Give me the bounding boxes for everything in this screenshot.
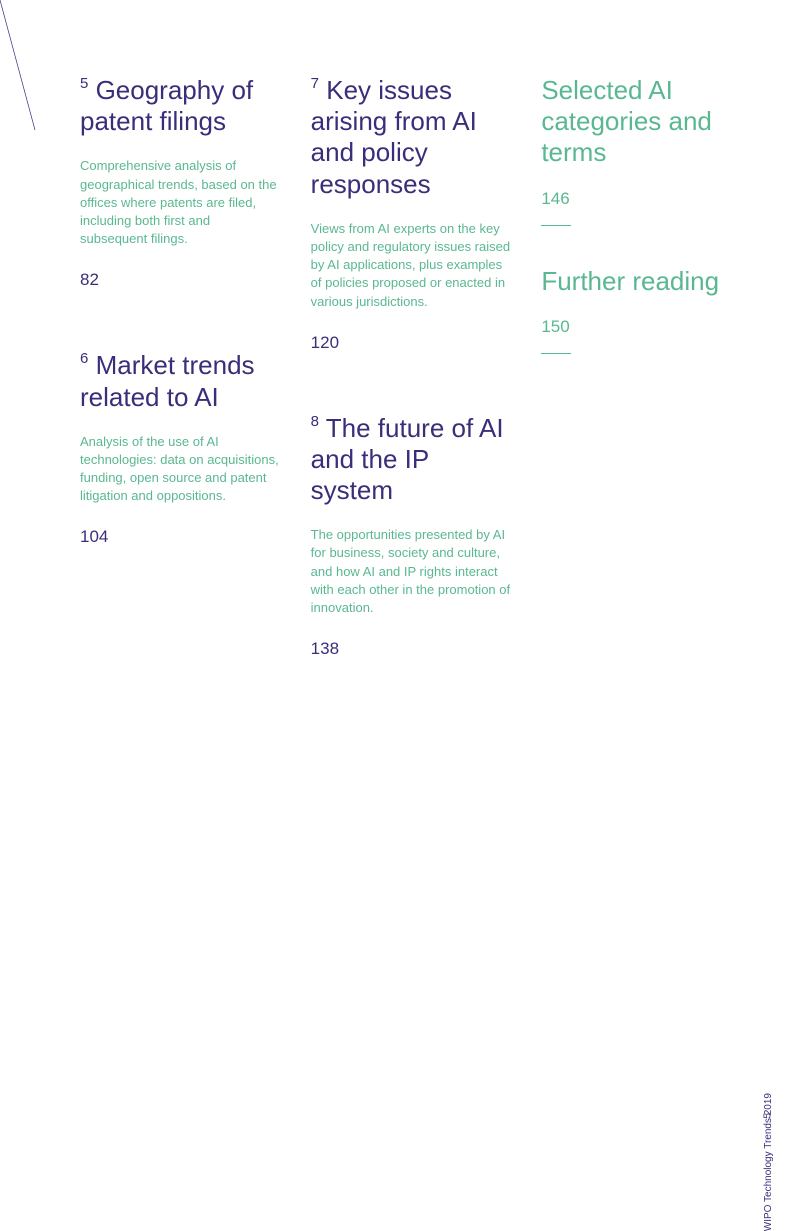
entry-title: 8 The future of AI and the IP system — [311, 413, 512, 507]
entry-page: 120 — [311, 333, 512, 353]
entry-title-text: The future of AI and the IP system — [311, 413, 504, 505]
entry-number: 7 — [311, 75, 319, 92]
entry-desc: Views from AI experts on the key policy … — [311, 220, 512, 311]
entry-page: 138 — [311, 639, 512, 659]
toc-column-1: 5 Geography of patent filings Comprehens… — [80, 75, 281, 719]
toc-entry-7: 7 Key issues arising from AI and policy … — [311, 75, 512, 353]
entry-title: Selected AI categories and terms — [541, 75, 742, 169]
entry-title-text: Further reading — [541, 266, 719, 296]
entry-number: 6 — [80, 350, 88, 367]
entry-page: 150 — [541, 317, 742, 337]
entry-title: Further reading — [541, 266, 742, 297]
entry-title-text: Selected AI categories and terms — [541, 75, 712, 167]
entry-title: 5 Geography of patent filings — [80, 75, 281, 137]
entry-number: 8 — [311, 413, 319, 430]
toc-entry-5: 5 Geography of patent filings Comprehens… — [80, 75, 281, 290]
toc-entry-further-reading: Further reading 150 — [541, 266, 742, 394]
toc-content: 5 Geography of patent filings Comprehens… — [0, 0, 802, 719]
entry-title-text: Geography of patent filings — [80, 75, 253, 136]
divider — [541, 353, 571, 354]
toc-entry-categories: Selected AI categories and terms 146 — [541, 75, 742, 266]
toc-entry-6: 6 Market trends related to AI Analysis o… — [80, 350, 281, 547]
toc-column-2: 7 Key issues arising from AI and policy … — [311, 75, 512, 719]
entry-desc: Analysis of the use of AI technologies: … — [80, 433, 281, 506]
entry-title: 7 Key issues arising from AI and policy … — [311, 75, 512, 200]
divider — [541, 225, 571, 226]
entry-page: 146 — [541, 189, 742, 209]
toc-entry-8: 8 The future of AI and the IP system The… — [311, 413, 512, 660]
entry-title: 6 Market trends related to AI — [80, 350, 281, 412]
toc-column-3: Selected AI categories and terms 146 Fur… — [541, 75, 742, 719]
entry-desc: Comprehensive analysis of geographical t… — [80, 157, 281, 248]
entry-desc: The opportunities presented by AI for bu… — [311, 526, 512, 617]
page-number: 5 — [763, 1113, 774, 1119]
entry-page: 82 — [80, 270, 281, 290]
entry-number: 5 — [80, 75, 88, 92]
entry-page: 104 — [80, 527, 281, 547]
entry-title-text: Key issues arising from AI and policy re… — [311, 75, 477, 199]
entry-title-text: Market trends related to AI — [80, 350, 255, 411]
